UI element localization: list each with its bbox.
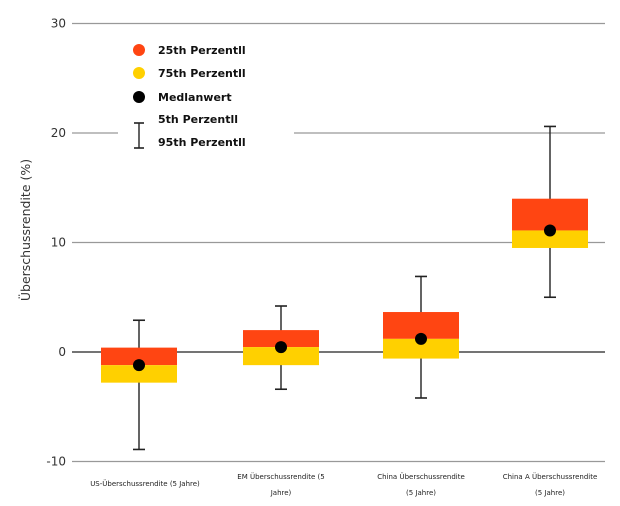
category-label-3: China Überschussrendite — [377, 472, 465, 481]
median-point — [133, 359, 145, 372]
y-axis-ticks: -10 0 10 20 30 — [46, 17, 66, 469]
legend-label-2: 75th Perzentll — [158, 67, 246, 80]
box-1 — [101, 319, 177, 451]
legend-marker-2 — [133, 67, 145, 79]
legend-label-4: 5th Perzentll — [158, 113, 238, 126]
box-lower-segment — [243, 347, 319, 366]
boxes — [101, 125, 588, 451]
box-2 — [243, 305, 319, 391]
category-label-3: (5 Jahre) — [406, 489, 436, 497]
median-point — [544, 224, 556, 237]
box-lower-segment — [101, 365, 177, 383]
y-tick-label: 0 — [58, 345, 66, 359]
legend-marker-1 — [133, 44, 145, 56]
category-label-4: (5 Jahre) — [535, 489, 565, 497]
legend-background — [118, 38, 294, 158]
y-tick-label: 30 — [51, 17, 66, 31]
y-tick-label: -10 — [46, 455, 66, 469]
y-tick-label: 20 — [51, 126, 66, 140]
y-axis-label: Überschussrendite (%) — [17, 159, 33, 301]
category-label-1: US-Überschussrendite (5 Jahre) — [90, 479, 200, 488]
category-label-2: Jahre) — [270, 489, 292, 497]
legend-label-1: 25th Perzentll — [158, 44, 246, 57]
category-label-2: EM Überschussrendite (5 — [237, 472, 324, 481]
legend: 25th Perzentll 75th Perzentll Medlanwert 5t… — [118, 38, 294, 158]
x-axis-category-labels: US-Überschussrendite (5 Jahre) EM Übersch… — [90, 472, 597, 497]
legend-whisker-icon — [134, 122, 144, 149]
box-upper-segment — [243, 330, 319, 348]
box-lower-segment — [512, 230, 588, 248]
legend-label-5: 95th Perzentll — [158, 136, 246, 149]
box-upper-segment — [101, 347, 177, 366]
y-tick-label: 10 — [51, 236, 66, 250]
box-lower-segment — [383, 338, 459, 359]
legend-marker-3 — [133, 91, 145, 103]
box-3 — [383, 275, 459, 399]
median-point — [415, 332, 427, 345]
box-4 — [512, 125, 588, 299]
category-label-4: China A Überschussrendite — [503, 472, 598, 481]
legend-label-3: Medlanwert — [158, 91, 232, 104]
median-point — [275, 341, 287, 354]
